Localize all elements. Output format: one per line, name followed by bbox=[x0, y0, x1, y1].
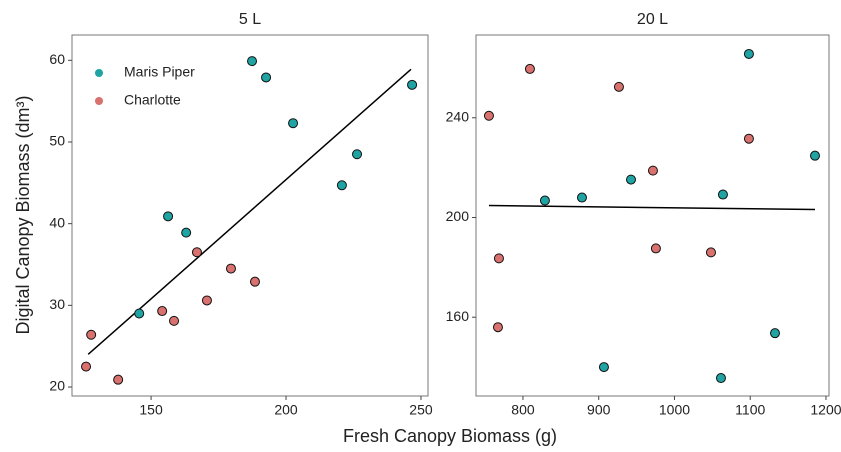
legend-marker bbox=[95, 69, 103, 77]
point bbox=[715, 373, 726, 384]
point bbox=[483, 110, 494, 121]
point bbox=[288, 118, 299, 129]
point bbox=[539, 195, 550, 206]
point bbox=[247, 56, 258, 67]
point bbox=[743, 48, 754, 59]
point bbox=[613, 81, 624, 92]
point bbox=[717, 189, 728, 200]
point bbox=[181, 227, 192, 238]
y-tick-label: 160 bbox=[446, 308, 470, 324]
point bbox=[809, 150, 820, 161]
y-tick-label: 240 bbox=[446, 108, 470, 124]
point bbox=[352, 149, 363, 160]
point bbox=[492, 322, 503, 333]
point bbox=[625, 174, 636, 185]
panel-title: 20 L bbox=[637, 11, 668, 28]
point bbox=[134, 308, 145, 319]
legend-marker bbox=[95, 97, 103, 105]
fit-line bbox=[87, 68, 412, 355]
x-tick-label: 1100 bbox=[735, 402, 765, 418]
plot-frame bbox=[71, 34, 429, 397]
x-tick-label: 900 bbox=[587, 402, 611, 418]
point bbox=[524, 63, 535, 74]
point bbox=[113, 374, 124, 385]
point bbox=[157, 306, 168, 317]
point bbox=[769, 328, 780, 339]
point bbox=[249, 276, 260, 287]
point bbox=[336, 180, 347, 191]
y-tick-label: 40 bbox=[49, 214, 65, 230]
point bbox=[201, 295, 212, 306]
point bbox=[576, 192, 587, 203]
legend-label: Charlotte bbox=[124, 92, 181, 108]
y-tick-label: 30 bbox=[49, 296, 65, 312]
plot-frame bbox=[475, 34, 830, 397]
x-tick-label: 800 bbox=[511, 402, 535, 418]
point bbox=[191, 247, 202, 258]
point bbox=[647, 165, 658, 176]
point bbox=[169, 315, 180, 326]
x-tick-label: 1200 bbox=[810, 402, 841, 418]
legend-label: Maris Piper bbox=[124, 64, 195, 80]
y-axis-label: Digital Canopy Biomass (dm³) bbox=[13, 95, 33, 334]
x-tick-label: 150 bbox=[139, 402, 163, 418]
point bbox=[493, 253, 504, 264]
panel-title: 5 L bbox=[239, 11, 261, 28]
x-tick-label: 250 bbox=[409, 402, 433, 418]
point bbox=[650, 243, 661, 254]
point bbox=[81, 361, 92, 372]
y-tick-label: 60 bbox=[49, 51, 65, 67]
fit-line bbox=[488, 204, 815, 211]
point bbox=[86, 329, 97, 340]
point bbox=[743, 133, 754, 144]
point bbox=[225, 263, 236, 274]
point bbox=[407, 79, 418, 90]
point bbox=[163, 211, 174, 222]
point bbox=[705, 247, 716, 258]
point bbox=[261, 72, 272, 83]
x-tick-label: 1000 bbox=[659, 402, 690, 418]
y-tick-label: 200 bbox=[446, 208, 470, 224]
point bbox=[598, 362, 609, 373]
x-tick-label: 200 bbox=[274, 402, 298, 418]
x-axis-label: Fresh Canopy Biomass (g) bbox=[343, 426, 557, 446]
y-tick-label: 50 bbox=[49, 133, 65, 149]
y-tick-label: 20 bbox=[49, 378, 65, 394]
